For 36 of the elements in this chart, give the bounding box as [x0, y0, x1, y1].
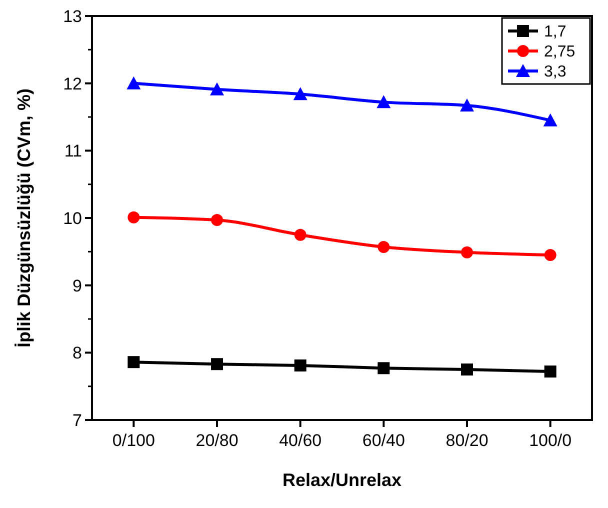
- point: [211, 214, 223, 226]
- x-tick-label: 100/0: [529, 431, 572, 450]
- point: [128, 356, 140, 368]
- y-tick-label: 9: [72, 276, 82, 296]
- x-tick-label: 20/80: [196, 431, 238, 450]
- y-tick-label: 13: [63, 6, 82, 26]
- point: [460, 98, 474, 112]
- point: [461, 364, 473, 376]
- x-tick-label: 60/40: [362, 431, 405, 450]
- x-axis-title: Relax/Unrelax: [282, 470, 402, 490]
- point: [211, 358, 223, 370]
- point: [210, 82, 224, 96]
- point: [544, 366, 556, 378]
- y-tick-label: 8: [72, 344, 82, 363]
- x-tick-label: 0/100: [112, 431, 155, 450]
- legend-label: 2,75: [544, 44, 576, 61]
- y-tick-label: 7: [72, 410, 82, 430]
- point: [294, 228, 306, 241]
- point: [461, 246, 473, 258]
- point: [293, 87, 308, 100]
- legend-label: 3,3: [544, 64, 566, 81]
- y-tick-label: 10: [63, 208, 82, 228]
- point: [544, 249, 556, 262]
- point: [543, 113, 558, 126]
- point: [376, 95, 391, 108]
- y-tick-label: 12: [63, 74, 82, 94]
- x-tick-label: 40/60: [279, 431, 322, 450]
- point: [294, 359, 306, 372]
- legend-label: 1,7: [544, 24, 566, 41]
- point: [378, 362, 390, 374]
- y-axis-title: İplik Düzgünsüzlüğü (CVm, %): [14, 88, 34, 348]
- point: [378, 240, 390, 253]
- y-tick-label: 11: [64, 142, 82, 161]
- x-tick-label: 80/20: [446, 431, 488, 450]
- point: [128, 211, 140, 224]
- point: [126, 76, 141, 90]
